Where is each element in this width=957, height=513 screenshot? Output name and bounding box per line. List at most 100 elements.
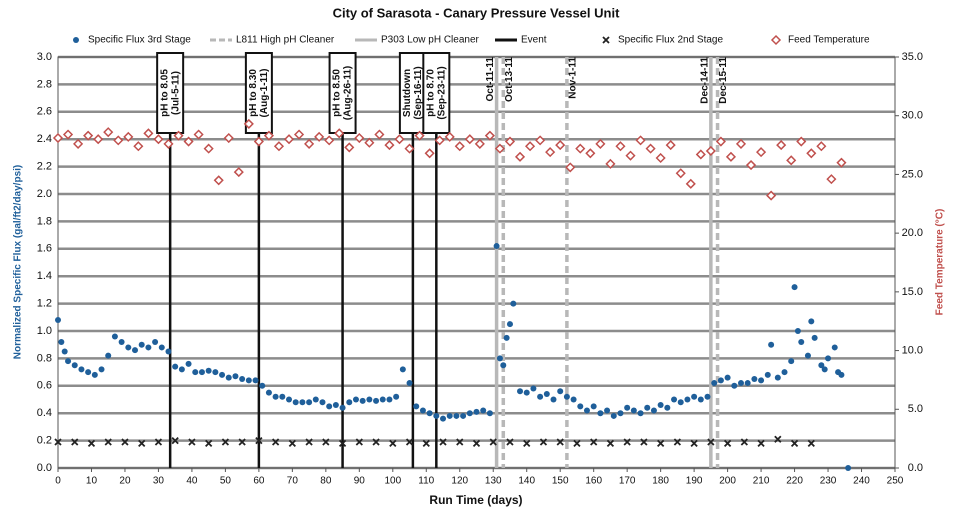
point — [665, 140, 676, 151]
point — [52, 132, 64, 144]
point — [677, 399, 684, 406]
y2-tick-label: 10.0 — [902, 344, 923, 356]
point — [637, 410, 644, 417]
point — [597, 410, 604, 417]
point — [460, 412, 467, 419]
point — [645, 143, 656, 154]
point — [808, 318, 815, 325]
point — [192, 369, 199, 376]
point — [71, 362, 78, 369]
point — [312, 396, 319, 403]
point — [650, 407, 657, 414]
point — [172, 363, 179, 370]
legend-label: Specific Flux 2nd Stage — [618, 35, 723, 46]
point — [255, 436, 263, 445]
x-tick-label: 220 — [786, 476, 803, 487]
point — [606, 439, 615, 447]
point — [557, 388, 564, 395]
point — [550, 396, 557, 403]
point — [675, 168, 686, 179]
point — [78, 366, 85, 373]
point — [685, 178, 696, 189]
point — [372, 438, 380, 446]
point — [836, 157, 847, 168]
point — [352, 396, 359, 403]
point — [105, 352, 112, 359]
point — [530, 385, 537, 392]
x-tick-label: 40 — [186, 476, 198, 487]
point — [523, 389, 530, 396]
point — [826, 174, 837, 185]
point — [346, 399, 353, 406]
point — [684, 396, 691, 403]
point — [158, 344, 165, 351]
point — [338, 439, 347, 447]
y-tick-label: 2.4 — [37, 133, 52, 145]
y2-tick-label: 35.0 — [902, 51, 923, 63]
point — [751, 375, 758, 382]
point — [604, 407, 611, 414]
event-label: pH to 8.05 — [159, 69, 170, 117]
y-tick-label: 1.2 — [37, 298, 52, 310]
point — [453, 412, 460, 419]
y-tick-label: 0.4 — [37, 407, 52, 419]
y-tick-label: 3.0 — [37, 51, 52, 63]
x-tick-label: 190 — [686, 476, 703, 487]
point — [153, 134, 164, 145]
point — [630, 407, 637, 414]
point — [503, 334, 510, 341]
x-axis-label: Run Time (days) — [429, 493, 522, 507]
point — [671, 396, 678, 403]
point — [263, 130, 274, 141]
legend-label: Event — [521, 35, 547, 46]
point — [143, 128, 154, 139]
legend-label: Specific Flux 3rd Stage — [88, 35, 191, 46]
point — [324, 135, 335, 146]
point — [319, 399, 326, 406]
point — [644, 404, 651, 411]
point — [65, 358, 72, 365]
point — [165, 348, 172, 355]
point — [238, 438, 246, 446]
event-label: pH to 8.30 — [248, 69, 259, 117]
y2-axis-label: Feed Temperature (°C) — [935, 209, 946, 316]
point — [413, 403, 420, 410]
point — [776, 140, 787, 151]
point — [419, 407, 426, 414]
point — [489, 438, 497, 446]
legend-label: L811 High pH Cleaner — [236, 35, 335, 46]
point — [213, 175, 224, 186]
point — [440, 415, 447, 422]
point — [605, 158, 616, 169]
point — [58, 338, 65, 345]
y2-tick-label: 30.0 — [902, 110, 923, 122]
point — [386, 396, 393, 403]
point — [573, 439, 581, 447]
point — [556, 438, 564, 446]
point — [178, 366, 185, 373]
point — [816, 141, 827, 152]
point — [61, 348, 68, 355]
point — [265, 389, 272, 396]
point — [71, 438, 79, 446]
point — [623, 438, 631, 446]
point — [203, 143, 214, 154]
event-label: pH to 8.50 — [332, 69, 343, 117]
point — [366, 396, 373, 403]
cleaning-label: Oct-13-11 — [504, 57, 515, 102]
plot-frame — [57, 56, 896, 469]
point — [355, 438, 363, 446]
point — [774, 374, 781, 381]
point — [717, 377, 724, 384]
point — [322, 438, 330, 446]
event-label: pH to 8.70 — [425, 69, 436, 117]
point — [173, 130, 184, 141]
point — [673, 438, 682, 446]
point — [87, 439, 96, 447]
point — [464, 134, 475, 145]
point — [334, 128, 345, 139]
point — [446, 412, 453, 419]
point — [439, 438, 447, 446]
point — [113, 135, 124, 146]
point — [790, 439, 799, 447]
